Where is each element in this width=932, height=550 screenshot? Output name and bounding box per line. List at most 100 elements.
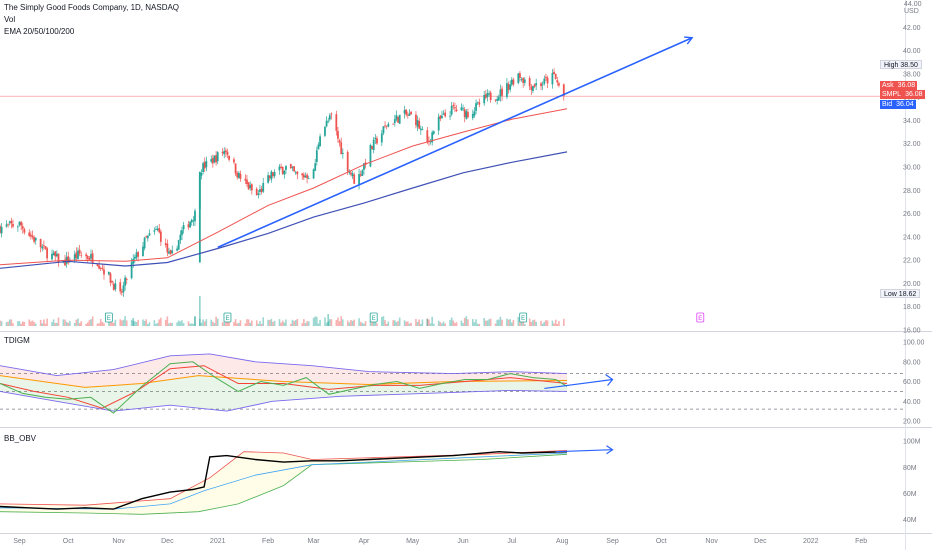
volume-bar [34, 323, 37, 326]
candle-body [327, 120, 330, 122]
candle-body [289, 164, 292, 169]
candle-body [46, 248, 49, 259]
candle-body [510, 79, 513, 85]
ema-legend[interactable]: EMA 20/50/100/200 [4, 27, 75, 36]
volume-bar [316, 316, 318, 326]
volume-bar [475, 319, 477, 326]
earnings-marker-label: E [107, 316, 111, 322]
volume-bar [454, 322, 456, 326]
volume-bar [148, 322, 151, 326]
obv-line [0, 450, 568, 510]
candle-body [67, 256, 70, 263]
time-axis-label: Feb [262, 538, 274, 545]
candle-body [249, 185, 252, 188]
candle-body [532, 86, 534, 91]
candle-body [346, 151, 349, 172]
candle-body [33, 237, 36, 242]
candle-body [28, 232, 31, 236]
candle-body [393, 119, 396, 124]
volume-bar [7, 321, 9, 326]
volume-bar [223, 322, 226, 326]
volume-bar [122, 319, 125, 326]
volume-bar [179, 321, 182, 326]
tdigm-upper-fill [0, 353, 567, 388]
candle-body [294, 172, 297, 174]
volume-bar [41, 323, 44, 326]
candle-body [350, 172, 352, 175]
time-axis-label: Sep [13, 538, 26, 545]
volume-bar [485, 320, 487, 326]
volume-bar [64, 319, 66, 326]
volume-bar [283, 322, 286, 326]
candle-body [385, 125, 388, 127]
volume-bar [54, 323, 57, 326]
volume-bar [262, 317, 265, 326]
volume-bar [319, 319, 321, 326]
candle-body [484, 94, 487, 98]
candle-body [273, 171, 276, 177]
obv-legend[interactable]: BB_OBV [4, 434, 37, 443]
volume-bar [233, 322, 235, 326]
candle-body [20, 221, 23, 226]
volume-bar [177, 320, 180, 326]
volume-bar [213, 323, 216, 326]
candle-body [44, 246, 47, 249]
candle-body [283, 170, 286, 175]
volume-bar [270, 318, 273, 326]
obv-lower-band [0, 453, 568, 515]
ask-tag: Ask 36.08 [880, 81, 918, 90]
volume-bar [519, 321, 521, 326]
volume-bar [439, 322, 442, 326]
volume-bar [31, 320, 34, 326]
volume-bar [272, 321, 274, 326]
volume-bar [21, 321, 24, 326]
volume-bar [169, 322, 172, 326]
volume-bar [147, 323, 149, 326]
currency-label: USD [904, 8, 919, 15]
volume-bar [290, 323, 292, 326]
volume-bar [119, 319, 122, 326]
candle-body [75, 252, 78, 258]
volume-bar [387, 321, 390, 326]
volume-bar [450, 317, 453, 326]
volume-bar [306, 321, 308, 326]
candle-body [54, 251, 57, 257]
volume-bar [532, 320, 534, 326]
volume-bar [88, 320, 91, 326]
candle-body [210, 159, 213, 162]
candle-body [523, 79, 526, 83]
candle-body [5, 224, 8, 227]
volume-bar [260, 323, 263, 326]
candle-body [244, 178, 247, 181]
candle-body [233, 159, 235, 163]
candle-body [211, 157, 214, 164]
volume-bars [0, 296, 565, 326]
candle-body [189, 221, 191, 228]
volume-legend[interactable]: Vol [4, 15, 16, 24]
volume-bar [449, 319, 451, 326]
tdigm-legend[interactable]: TDIGM [4, 336, 30, 345]
candle-body [441, 115, 443, 119]
volume-bar [307, 321, 310, 326]
candle-body [190, 219, 193, 223]
candle-body [119, 282, 122, 292]
candle-body [221, 152, 224, 154]
volume-bar [463, 318, 466, 326]
candle-body [496, 99, 499, 101]
volume-bar [428, 319, 430, 326]
volume-bar [158, 319, 161, 326]
candle-body [306, 174, 308, 179]
time-axis-label: Jun [457, 538, 468, 545]
obv-axis-label: 40M [903, 517, 917, 524]
candle-body [330, 113, 333, 115]
volume-bar [39, 319, 42, 326]
volume-bar [533, 319, 536, 326]
volume-bar [125, 320, 128, 326]
candle-body [16, 226, 19, 228]
time-axis-label: 2021 [210, 538, 226, 545]
candle-body [444, 112, 447, 117]
volume-bar [56, 322, 58, 326]
candle-body [130, 262, 133, 279]
volume-bar [130, 319, 133, 326]
earnings-marker-label: E [372, 316, 376, 322]
